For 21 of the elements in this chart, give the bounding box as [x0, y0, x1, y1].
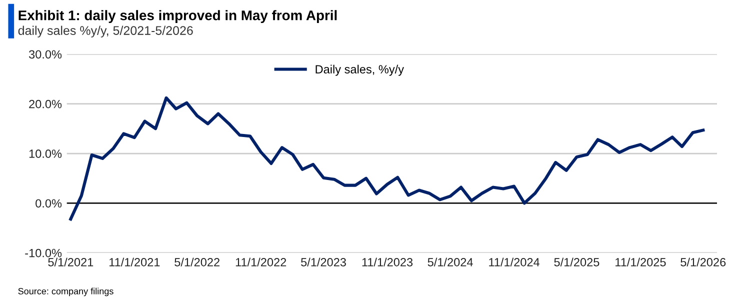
x-tick-label: 11/1/2022	[236, 258, 286, 266]
chart-subtitle: daily sales %y/y, 5/2021-5/2026	[18, 26, 193, 38]
legend-label: Daily sales, %y/y	[316, 64, 404, 76]
y-tick-label: 20.0%	[29, 100, 62, 108]
chart-title: Exhibit 1: daily sales improved in May from April	[18, 10, 337, 24]
x-tick-label: 11/1/2024	[489, 258, 540, 266]
x-tick-label: 5/1/2023	[301, 258, 346, 266]
x-tick-label: 5/1/2021	[48, 258, 94, 266]
y-tick-label: 30.0%	[28, 50, 62, 59]
x-tick-label: 11/1/2023	[362, 258, 413, 266]
y-tick-label: -10.0%	[25, 248, 62, 258]
y-tick-label: 0.0%	[36, 199, 62, 208]
x-tick-label: 5/1/2022	[174, 258, 220, 266]
x-tick-label: 5/1/2024	[428, 258, 473, 266]
line-series	[69, 96, 705, 221]
source-note: Source: company filings	[18, 288, 114, 296]
x-tick-label: 11/1/2021	[109, 258, 160, 266]
y-tick-label: 10.0%	[29, 150, 62, 158]
x-tick-label: 11/1/2025	[616, 258, 666, 266]
x-tick-label: 5/1/2025	[554, 258, 600, 266]
x-tick-label: 5/1/2026	[680, 258, 726, 266]
